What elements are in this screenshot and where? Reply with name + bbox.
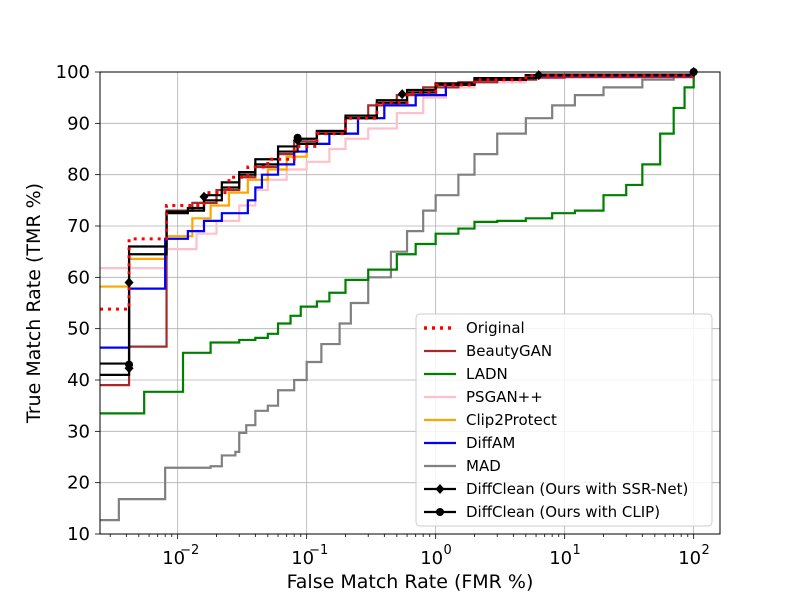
diamond-marker xyxy=(124,277,134,288)
x-tick-exponent: 0 xyxy=(444,543,452,558)
x-axis-ticks: 10−2 10−1 10 0 10 1 10 2 xyxy=(109,534,710,569)
legend-label: DiffClean (Ours with SSR-Net) xyxy=(466,480,688,498)
diamond-marker xyxy=(397,89,407,100)
y-tick-label: 20 xyxy=(67,473,90,494)
x-tick-label: 10 xyxy=(291,548,314,569)
series-line-ladn xyxy=(100,72,695,415)
legend: Original BeautyGAN LADN PSGAN++ Clip2Protect… xyxy=(415,313,713,527)
legend-label: DiffClean (Ours with CLIP) xyxy=(466,503,660,521)
legend-label: Original xyxy=(466,319,525,337)
y-tick-label: 30 xyxy=(67,421,90,442)
x-tick-label: 10 xyxy=(420,548,443,569)
x-tick-exponent: −1 xyxy=(309,543,328,558)
legend-diamond-marker xyxy=(435,484,445,494)
x-tick-exponent: 2 xyxy=(702,543,710,558)
series-layer xyxy=(100,72,696,522)
legend-box xyxy=(415,313,713,527)
series-line-original xyxy=(100,72,696,311)
y-tick-label: 70 xyxy=(67,216,90,237)
x-tick-label: 10 xyxy=(162,548,185,569)
legend-label: PSGAN++ xyxy=(466,388,543,406)
circle-marker xyxy=(125,360,134,369)
legend-label: Clip2Protect xyxy=(466,411,557,429)
y-axis-label: True Match Rate (TMR %) xyxy=(23,183,45,424)
y-tick-label: 100 xyxy=(56,62,90,83)
diamond-marker xyxy=(199,191,209,202)
y-tick-label: 80 xyxy=(67,165,90,186)
series-line-mad xyxy=(100,72,695,522)
legend-label: BeautyGAN xyxy=(466,342,552,360)
y-tick-label: 50 xyxy=(67,319,90,340)
y-tick-label: 40 xyxy=(67,370,90,391)
y-tick-label: 10 xyxy=(67,524,90,545)
circle-marker xyxy=(293,133,302,142)
legend-circle-marker xyxy=(436,508,444,516)
legend-label: LADN xyxy=(466,365,508,383)
y-axis-ticks: 10 20 30 40 50 60 70 80 90 100 xyxy=(56,62,100,545)
x-axis-label: False Match Rate (FMR %) xyxy=(287,571,534,593)
x-tick-label: 10 xyxy=(549,548,572,569)
plot-frame xyxy=(99,71,721,535)
legend-label: DiffAM xyxy=(466,434,515,452)
x-tick-label: 10 xyxy=(678,548,701,569)
x-tick-exponent: −2 xyxy=(180,543,199,558)
y-tick-label: 60 xyxy=(67,267,90,288)
diamond-marker xyxy=(534,70,544,81)
x-tick-exponent: 1 xyxy=(573,543,581,558)
legend-label: MAD xyxy=(466,457,501,475)
y-tick-label: 90 xyxy=(67,113,90,134)
